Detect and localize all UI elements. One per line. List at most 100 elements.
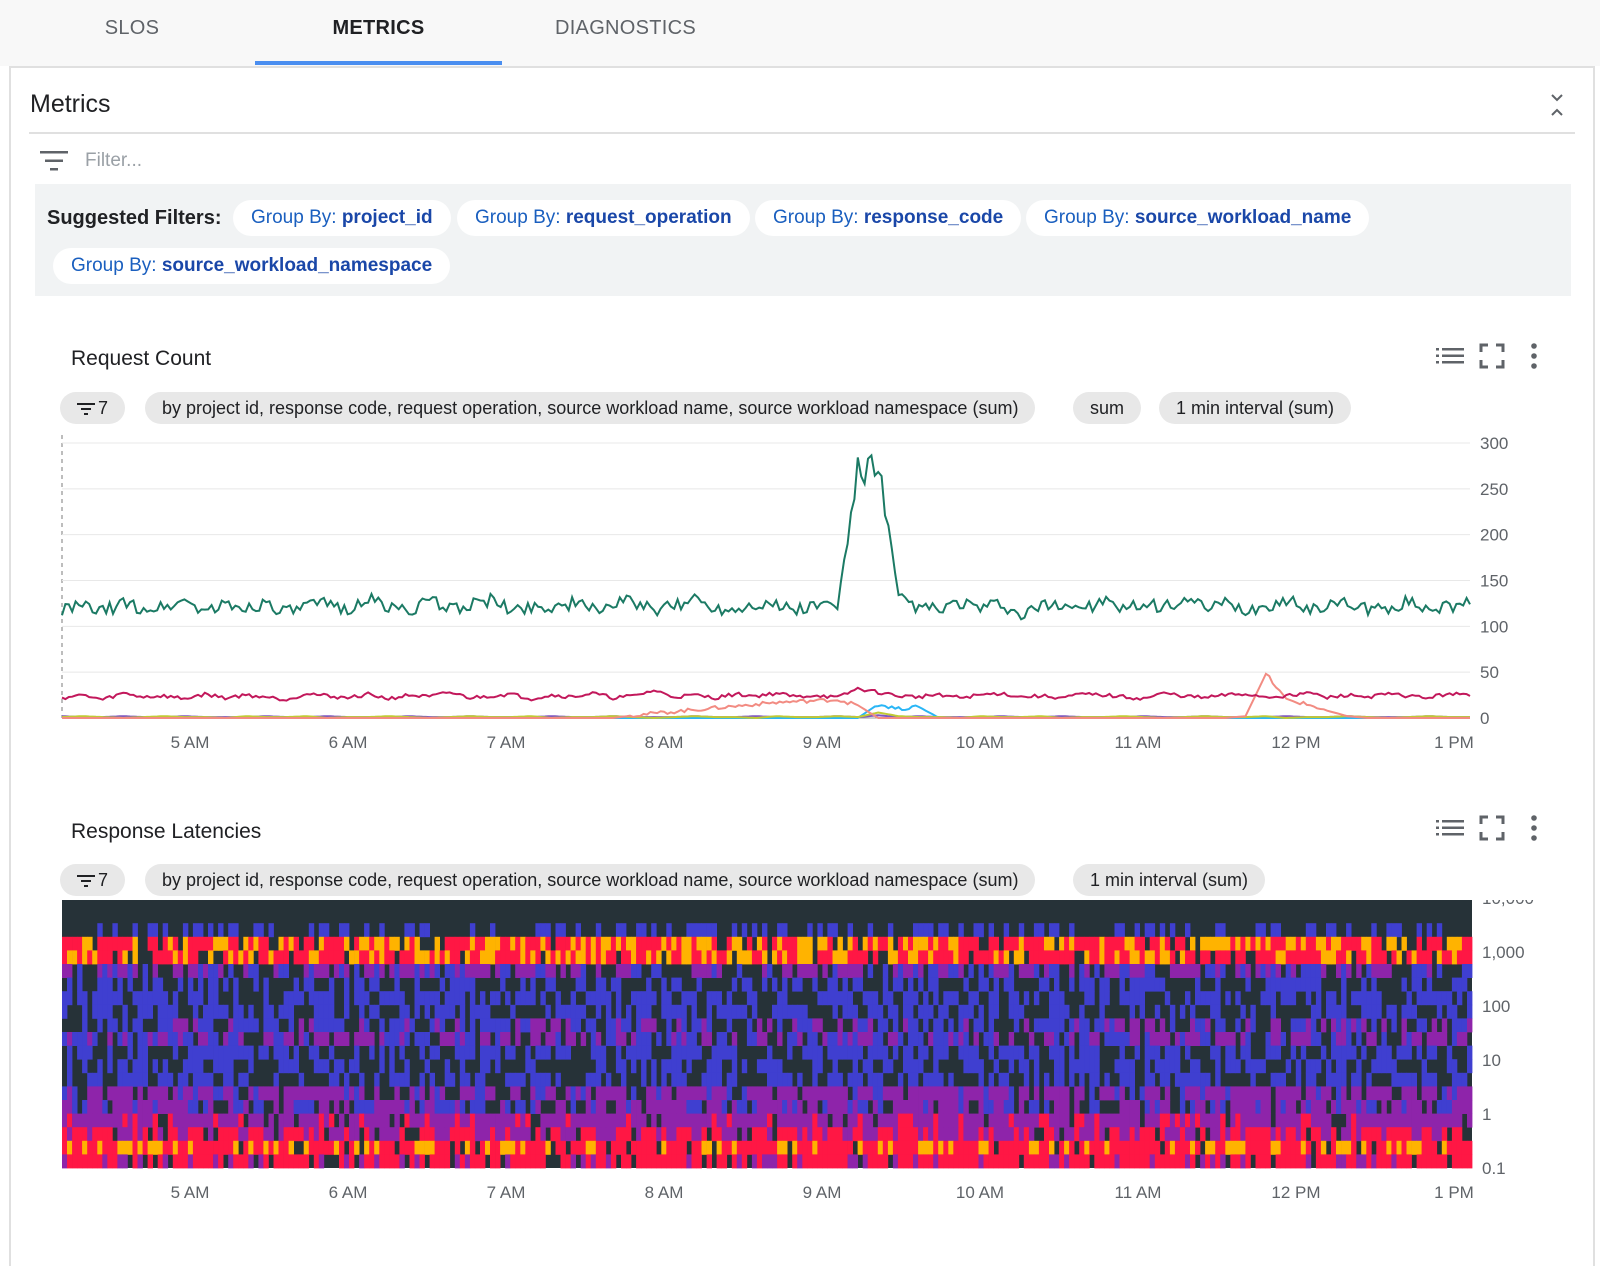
heatmap-cell [661, 1113, 667, 1128]
heatmap-cell [1406, 1154, 1412, 1169]
heatmap-cell [1089, 950, 1095, 965]
heatmap-cell [847, 923, 853, 938]
heatmap-cell [545, 1113, 551, 1128]
heatmap-cell [318, 1018, 325, 1033]
heatmap-cell [600, 1045, 607, 1060]
heatmap-cell [1190, 1127, 1196, 1142]
heatmap-cell [1154, 1100, 1161, 1114]
heatmap-cell [1260, 1154, 1266, 1169]
heatmap-cell [1290, 977, 1297, 992]
heatmap-cell [540, 1086, 546, 1101]
heatmap-cell [223, 1127, 229, 1142]
heatmap-cell [646, 1154, 652, 1169]
heatmap-cell [1200, 1154, 1206, 1169]
heatmap-cell [1381, 1045, 1387, 1060]
heatmap-cell [379, 950, 385, 965]
heatmap-cell [469, 1127, 476, 1142]
interval-pill[interactable]: 1 min interval (sum) [1073, 864, 1266, 896]
tab-slos[interactable]: SLOS [104, 17, 160, 39]
heatmap-cell [1285, 936, 1292, 951]
heatmap-cell [490, 1113, 496, 1128]
heatmap-cell [505, 964, 511, 978]
heatmap-cell [1069, 977, 1075, 992]
heatmap-cell [1169, 1018, 1176, 1033]
legend-list-icon[interactable] [1434, 340, 1466, 372]
heatmap-cell [1008, 1127, 1015, 1142]
chip-source-workload-name[interactable]: Group By: source_workload_name [1026, 200, 1370, 236]
heatmap-cell [359, 950, 365, 965]
heatmap-cell [908, 991, 914, 1006]
heatmap-cell [696, 964, 702, 978]
heatmap-cell [424, 1032, 430, 1046]
heatmap-cell [208, 1018, 214, 1033]
heatmap-cell [1139, 1127, 1145, 1142]
heatmap-cell [943, 1032, 949, 1046]
heatmap-cell [172, 1086, 179, 1101]
chip-request-operation[interactable]: Group By: request_operation [457, 200, 750, 236]
heatmap-cell [1310, 1127, 1317, 1142]
filter-count-pill[interactable]: 7 [60, 392, 126, 424]
heatmap-cell [938, 1127, 944, 1142]
heatmap-cell [62, 936, 68, 951]
heatmap-cell [948, 950, 954, 965]
heatmap-cell [807, 950, 813, 965]
fullscreen-icon[interactable] [1476, 340, 1508, 372]
aggregation-pill[interactable]: sum [1073, 392, 1142, 424]
heatmap-cell [409, 1018, 415, 1033]
tab-diagnostics[interactable]: DIAGNOSTICS [554, 17, 697, 39]
heatmap-cell [1280, 950, 1286, 965]
heatmap-cell [857, 1086, 863, 1101]
filter-icon[interactable] [39, 148, 69, 174]
heatmap-cell [208, 1032, 214, 1046]
legend-list-icon[interactable] [1434, 812, 1466, 844]
heatmap-cell [364, 1113, 370, 1128]
chip-source-workload-namespace[interactable]: Group By: source_workload_namespace [53, 248, 451, 284]
tab-metrics[interactable]: METRICS [332, 17, 425, 39]
collapse-icon[interactable] [1547, 92, 1567, 118]
heatmap-cell [333, 1059, 340, 1074]
heatmap-cell [208, 1127, 214, 1142]
heatmap-cell [1245, 1045, 1251, 1060]
group-by-pill[interactable]: by project id, response code, request op… [145, 392, 1036, 424]
heatmap-cell [77, 950, 83, 965]
heatmap-cell [1164, 1100, 1171, 1114]
more-options-icon[interactable] [1518, 340, 1550, 372]
heatmap-cell [384, 1140, 390, 1155]
filter-count-pill[interactable]: 7 [60, 864, 126, 896]
more-options-icon[interactable] [1518, 812, 1550, 844]
heatmap-cell [772, 936, 778, 951]
heatmap-cell [137, 1045, 143, 1060]
heatmap-cell [162, 1059, 169, 1074]
heatmap-cell [535, 1032, 541, 1046]
heatmap-cell [208, 1140, 214, 1155]
heatmap-cell [228, 964, 234, 978]
heatmap-cell [1044, 1032, 1050, 1046]
heatmap-cell [721, 1086, 728, 1101]
filter-input[interactable] [85, 144, 685, 178]
heatmap-cell [595, 1004, 602, 1019]
chip-project-id[interactable]: Group By: project_id [233, 200, 451, 236]
group-by-pill[interactable]: by project id, response code, request op… [145, 864, 1036, 896]
heatmap-cell [132, 1059, 138, 1074]
heatmap-cell [177, 977, 184, 992]
heatmap-cell [767, 964, 773, 978]
heatmap-cell [762, 1127, 768, 1142]
heatmap-cell [313, 1140, 320, 1155]
heatmap-cell [233, 991, 239, 1006]
heatmap-cell [449, 991, 456, 1006]
heatmap-cell [1421, 964, 1427, 978]
heatmap-cell [1421, 1127, 1427, 1142]
heatmap-cell [575, 977, 581, 992]
fullscreen-icon[interactable] [1476, 812, 1508, 844]
heatmap-cell [686, 991, 692, 1006]
chip-response-code[interactable]: Group By: response_code [755, 200, 1022, 236]
heatmap-cell [1426, 977, 1433, 992]
heatmap-cell [1426, 923, 1433, 938]
heatmap-cell [646, 1100, 652, 1114]
heatmap-cell [177, 1140, 184, 1155]
heatmap-cell [892, 1127, 899, 1142]
interval-pill[interactable]: 1 min interval (sum) [1159, 392, 1352, 424]
heatmap-cell [172, 1032, 179, 1046]
heatmap-cell [318, 1100, 325, 1114]
heatmap-cell [872, 936, 879, 951]
